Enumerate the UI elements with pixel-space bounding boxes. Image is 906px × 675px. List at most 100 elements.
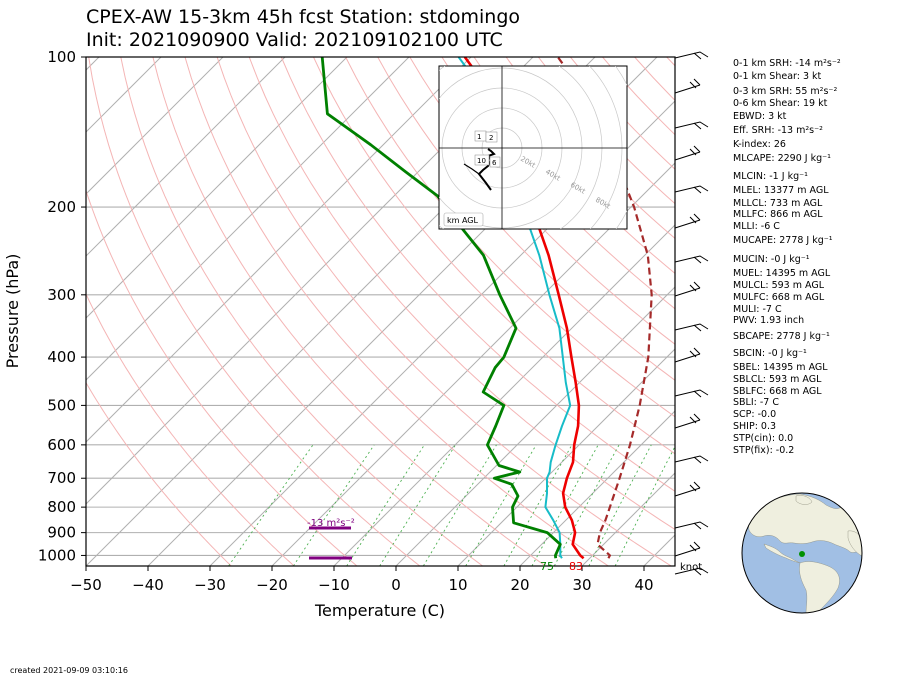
isotherm-line (519, 410, 675, 566)
isotherm-line (86, 57, 472, 443)
dry-adiabats (86, 57, 675, 566)
x-tick-label: −10 (318, 576, 350, 594)
y-axis-label: Pressure (hPa) (3, 254, 22, 369)
index-label: MLLFC: 866 m AGL (733, 209, 823, 220)
y-tick-label: 1000 (38, 546, 76, 564)
wind-barb (674, 145, 701, 161)
wind-barb (674, 121, 709, 130)
chart-title: CPEX-AW 15-3km 45h fcst Station: stdomin… (86, 6, 520, 28)
mixing-ratio-line (614, 445, 675, 566)
wind-barb (674, 481, 701, 497)
isotherm-line (209, 100, 675, 566)
hodograph-height-box (474, 154, 490, 166)
index-label: MLLI: -6 C (733, 221, 780, 232)
dry-adiabat-line (86, 189, 358, 566)
wind-barb (674, 255, 709, 264)
y-tick-label: 900 (47, 524, 76, 542)
x-tick-label: 20 (510, 576, 529, 594)
hodograph-height-box (489, 156, 501, 168)
wind-barb (674, 413, 701, 429)
dry-adiabat-line (120, 57, 483, 566)
wind-barb (674, 567, 709, 576)
hodograph-height-label: 1 (477, 133, 481, 141)
index-label: Eff. SRH: -13 m²s⁻² (733, 125, 823, 136)
dry-adiabat-line (86, 292, 295, 566)
chart-subtitle: Init: 2021090900 Valid: 202109102100 UTC (86, 29, 503, 51)
y-tick-label: 300 (47, 286, 76, 304)
mixing-ratio-line (465, 444, 537, 566)
index-label: SCP: -0.0 (733, 409, 776, 420)
dry-adiabat-line (86, 381, 232, 566)
index-label: MLLCL: 733 m AGL (733, 198, 823, 209)
isobar-grid (86, 57, 675, 556)
mixing-ratio-line (228, 444, 314, 566)
wind-barb (674, 78, 701, 94)
dry-adiabat-line (441, 57, 675, 310)
y-tick-label: 400 (47, 348, 76, 366)
y-tick-label: 600 (47, 436, 76, 454)
index-label: SBEL: 14395 m AGL (733, 362, 828, 373)
isotherm-line (86, 57, 162, 133)
dry-adiabat-line (184, 57, 609, 566)
wind-barb (674, 185, 709, 194)
surface-dewpoint-label: 75 (540, 560, 554, 573)
location-globe (741, 492, 863, 614)
globe-outline (741, 492, 863, 614)
dry-adiabat-line (280, 57, 675, 492)
isotherm-line (86, 57, 348, 319)
wind-barbs (674, 51, 709, 576)
hodograph-inset: 20kt 40kt 60kt 80kt 1 2 10 6 km AGL (438, 65, 628, 230)
index-label: 0-1 km Shear: 3 kt (733, 71, 822, 82)
hodograph-legend-box (443, 212, 484, 227)
srh-label: -13 m²s⁻² (307, 518, 355, 529)
index-label: MLCIN: -1 J kg⁻¹ (733, 171, 808, 182)
isotherm-line (271, 162, 675, 566)
x-tick-label: −20 (256, 576, 288, 594)
dry-adiabat-line (88, 57, 421, 566)
footer-timestamp: created 2021-09-09 03:10:16 (10, 666, 128, 675)
y-tick-label: 200 (47, 198, 76, 216)
wind-barb (674, 51, 709, 60)
x-tick-label: −30 (194, 576, 226, 594)
plot-frame (85, 56, 676, 567)
index-label: MULI: -7 C (733, 304, 782, 315)
index-label: SBCIN: -0 J kg⁻¹ (733, 348, 807, 359)
globe-south-america (799, 561, 840, 613)
wind-barb (674, 521, 709, 530)
globe-north-america (747, 493, 862, 553)
index-label: SBLI: -7 C (733, 397, 779, 408)
index-label: SBLFC: 668 m AGL (733, 386, 822, 397)
isotherm-line (86, 57, 410, 381)
hodograph-trace (477, 148, 496, 191)
x-tick-label: 0 (391, 576, 401, 594)
mixing-ratio-line (379, 444, 456, 566)
mixing-ratio-line (423, 444, 497, 566)
x-tick-label: −50 (70, 576, 102, 594)
wind-barb (674, 541, 701, 557)
hodograph-height-label: 2 (489, 134, 493, 142)
wind-barb (674, 455, 709, 464)
y-tick-label: 700 (47, 469, 76, 487)
dry-adiabat-line (313, 57, 675, 455)
globe-greenland (795, 495, 813, 505)
index-label: PWV: 1.93 inch (733, 315, 804, 326)
dry-adiabat-line (377, 57, 675, 381)
y-axis: 1000 900 800 700 600 500 400 300 200 100 (38, 48, 86, 564)
isotherm-line (457, 348, 675, 566)
hodograph-frame (438, 65, 628, 230)
x-tick-label: −40 (132, 576, 164, 594)
hodograph-legend: km AGL (447, 216, 479, 225)
index-label: SBCAPE: 2778 J kg⁻¹ (733, 331, 830, 342)
mixing-ratio-lines (228, 444, 675, 566)
index-label: MULCL: 593 m AGL (733, 280, 825, 291)
wind-units-label: knot (680, 562, 702, 573)
y-tick-label: 500 (47, 396, 76, 414)
dry-adiabat-line (152, 57, 546, 566)
x-tick-label: 30 (572, 576, 591, 594)
wind-barb (674, 347, 701, 363)
series-wetbulb-line (457, 57, 572, 559)
dry-adiabat-line (248, 57, 675, 531)
wind-barb (674, 281, 701, 297)
sounding-indices: 0-1 km SRH: -14 m²s⁻² 0-1 km Shear: 3 kt 0… (733, 58, 841, 456)
